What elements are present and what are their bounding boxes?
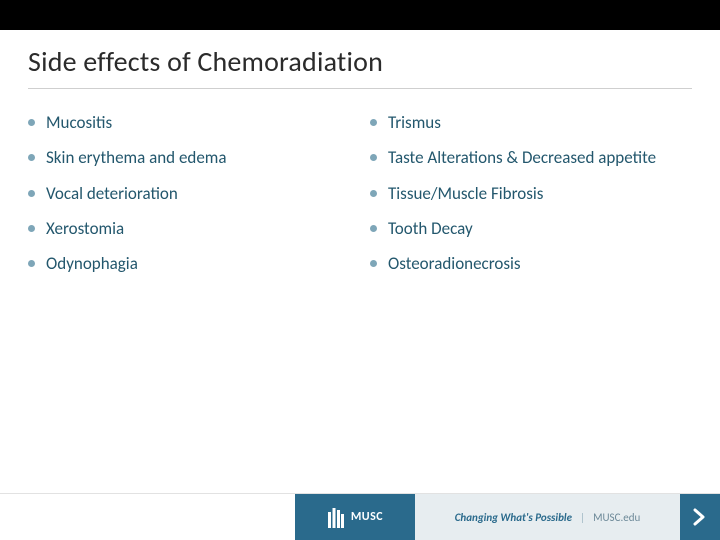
- list-item: Mucositis: [28, 112, 350, 133]
- list-item: Osteoradionecrosis: [370, 253, 692, 274]
- tagline-text: Changing What's Possible: [455, 511, 572, 524]
- footer-inner: MUSC Changing What's Possible | MUSC.edu: [295, 494, 720, 540]
- list-item: Vocal deterioration: [28, 183, 350, 204]
- slide-title: Side effects of Chemoradiation: [28, 44, 383, 79]
- tagline-separator: |: [580, 511, 585, 524]
- tagline-url: MUSC.edu: [593, 511, 640, 524]
- right-column: Trismus Taste Alterations & Decreased ap…: [350, 112, 692, 288]
- footer: MUSC Changing What's Possible | MUSC.edu: [0, 494, 720, 540]
- slide: Side effects of Chemoradiation Mucositis…: [0, 0, 720, 540]
- brand-logo-icon: [327, 506, 345, 528]
- left-column: Mucositis Skin erythema and edema Vocal …: [28, 112, 350, 288]
- brand-name: MUSC: [351, 510, 383, 524]
- list-item: Tissue/Muscle Fibrosis: [370, 183, 692, 204]
- left-bullet-list: Mucositis Skin erythema and edema Vocal …: [28, 112, 350, 274]
- brand-block: MUSC: [295, 494, 415, 540]
- right-bullet-list: Trismus Taste Alterations & Decreased ap…: [370, 112, 692, 274]
- chevron-right-icon: [693, 508, 707, 526]
- next-chevron-block[interactable]: [680, 494, 720, 540]
- list-item: Skin erythema and edema: [28, 147, 350, 168]
- list-item: Trismus: [370, 112, 692, 133]
- list-item: Xerostomia: [28, 218, 350, 239]
- list-item: Taste Alterations & Decreased appetite: [370, 147, 692, 168]
- list-item: Tooth Decay: [370, 218, 692, 239]
- top-black-bar: [0, 0, 720, 30]
- list-item: Odynophagia: [28, 253, 350, 274]
- tagline-block: Changing What's Possible | MUSC.edu: [415, 494, 680, 540]
- title-underline: [28, 88, 692, 89]
- content-columns: Mucositis Skin erythema and edema Vocal …: [28, 112, 692, 288]
